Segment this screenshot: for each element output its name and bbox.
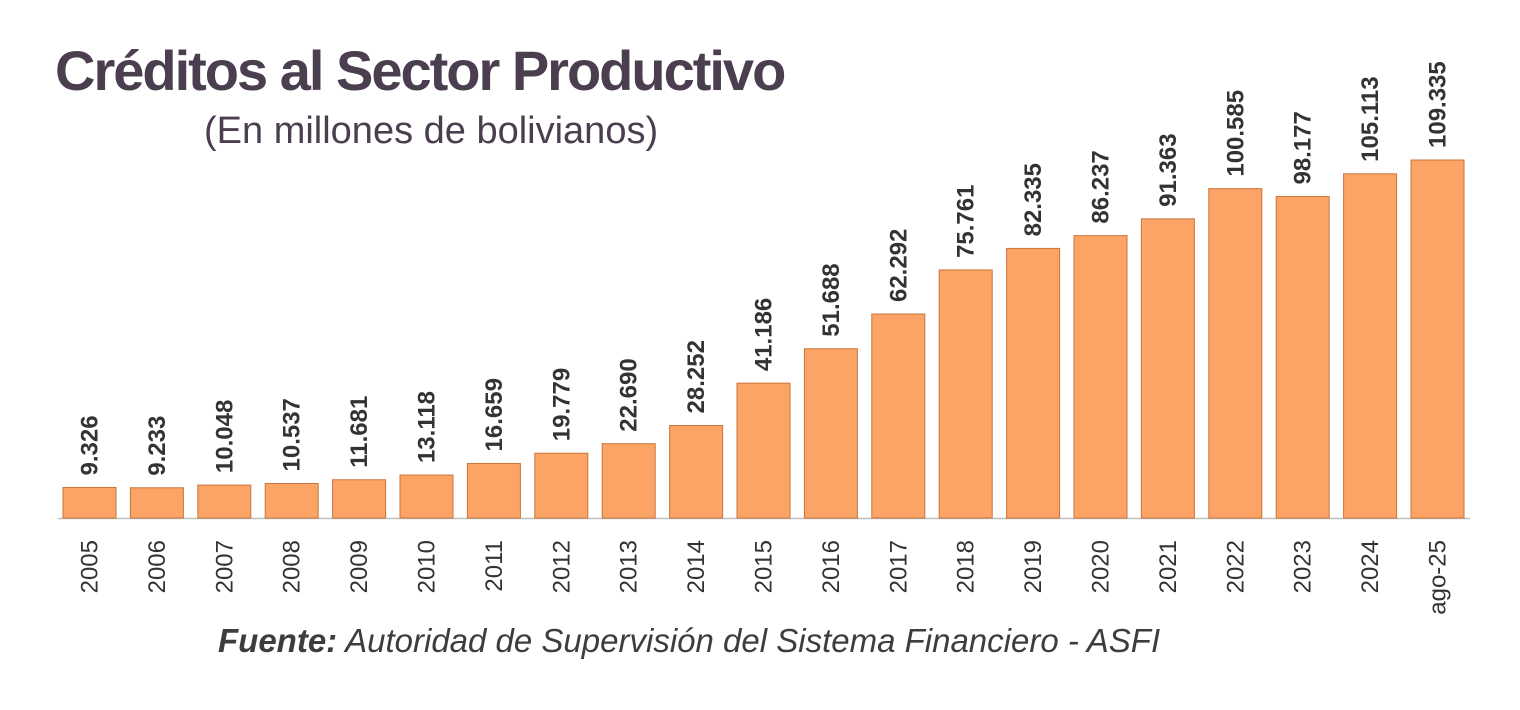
x-tick-label: 2020 <box>1088 540 1115 593</box>
data-label: 98.177 <box>1290 111 1317 184</box>
x-tick-label: 2012 <box>548 540 575 593</box>
source-label: Fuente: <box>218 622 338 659</box>
chart-title: Créditos al Sector Productivo <box>55 39 786 102</box>
x-tick-label: 2006 <box>144 540 171 593</box>
bar <box>1275 196 1330 519</box>
bar <box>197 484 252 519</box>
data-label: 11.681 <box>346 396 373 468</box>
bar <box>871 313 926 519</box>
bar <box>1140 218 1195 519</box>
bar <box>1343 173 1398 519</box>
x-tick-label: 2008 <box>279 540 306 593</box>
bar <box>399 474 454 519</box>
x-tick-label: 2021 <box>1155 540 1182 593</box>
data-label: 28.252 <box>683 340 710 413</box>
x-tick-label: 2022 <box>1222 540 1249 593</box>
data-label: 100.585 <box>1222 90 1249 177</box>
chart-subtitle: (En millones de bolivianos) <box>204 110 659 152</box>
data-label: 9.233 <box>144 416 171 476</box>
data-label: 109.335 <box>1425 61 1452 148</box>
bar <box>62 486 117 519</box>
bar <box>534 452 589 519</box>
x-tick-label: 2013 <box>616 540 643 593</box>
x-tick-label: 2019 <box>1020 540 1047 593</box>
data-label: 82.335 <box>1020 163 1047 236</box>
data-label: 9.326 <box>77 415 104 475</box>
bar <box>938 269 993 519</box>
bar <box>1208 188 1263 519</box>
data-label: 75.761 <box>953 185 980 258</box>
data-label: 91.363 <box>1155 133 1182 206</box>
bar <box>466 462 521 519</box>
x-tick-label: 2014 <box>683 540 710 593</box>
x-tick-label: 2010 <box>414 540 441 593</box>
data-label: 86.237 <box>1088 150 1115 223</box>
data-label: 10.537 <box>279 398 306 471</box>
data-label: 10.048 <box>211 400 238 473</box>
bar <box>1410 159 1465 519</box>
bar <box>601 443 656 519</box>
bar <box>669 424 724 519</box>
x-tick-label: 2024 <box>1357 540 1384 593</box>
data-label: 16.659 <box>481 378 508 451</box>
bar <box>803 348 858 519</box>
data-label: 22.690 <box>616 358 643 431</box>
data-label: 13.118 <box>414 391 441 463</box>
bar <box>264 482 319 519</box>
data-label: 41.186 <box>751 298 778 371</box>
bar <box>1006 247 1061 519</box>
x-tick-label: 2007 <box>211 540 238 593</box>
data-label: 19.779 <box>548 368 575 441</box>
data-label: 62.292 <box>885 229 912 302</box>
x-tick-label: 2018 <box>953 540 980 593</box>
x-tick-label: 2016 <box>818 540 845 593</box>
x-tick-label: 2015 <box>751 540 778 593</box>
x-tick-label: 2011 <box>481 540 508 592</box>
data-label: 105.113 <box>1357 76 1384 161</box>
data-label: 51.688 <box>818 263 845 336</box>
bar <box>332 479 387 519</box>
source-note: Fuente: Autoridad de Supervisión del Sis… <box>218 622 1160 660</box>
x-tick-label: 2005 <box>77 540 104 593</box>
bar <box>1073 235 1128 519</box>
source-text: Autoridad de Supervisión del Sistema Fin… <box>337 622 1161 659</box>
bar <box>736 382 791 519</box>
bar <box>129 487 184 519</box>
x-tick-label: 2017 <box>885 540 912 593</box>
x-tick-label: 2009 <box>346 540 373 593</box>
x-tick-label: 2023 <box>1290 540 1317 593</box>
x-tick-label: ago-25 <box>1425 540 1452 615</box>
